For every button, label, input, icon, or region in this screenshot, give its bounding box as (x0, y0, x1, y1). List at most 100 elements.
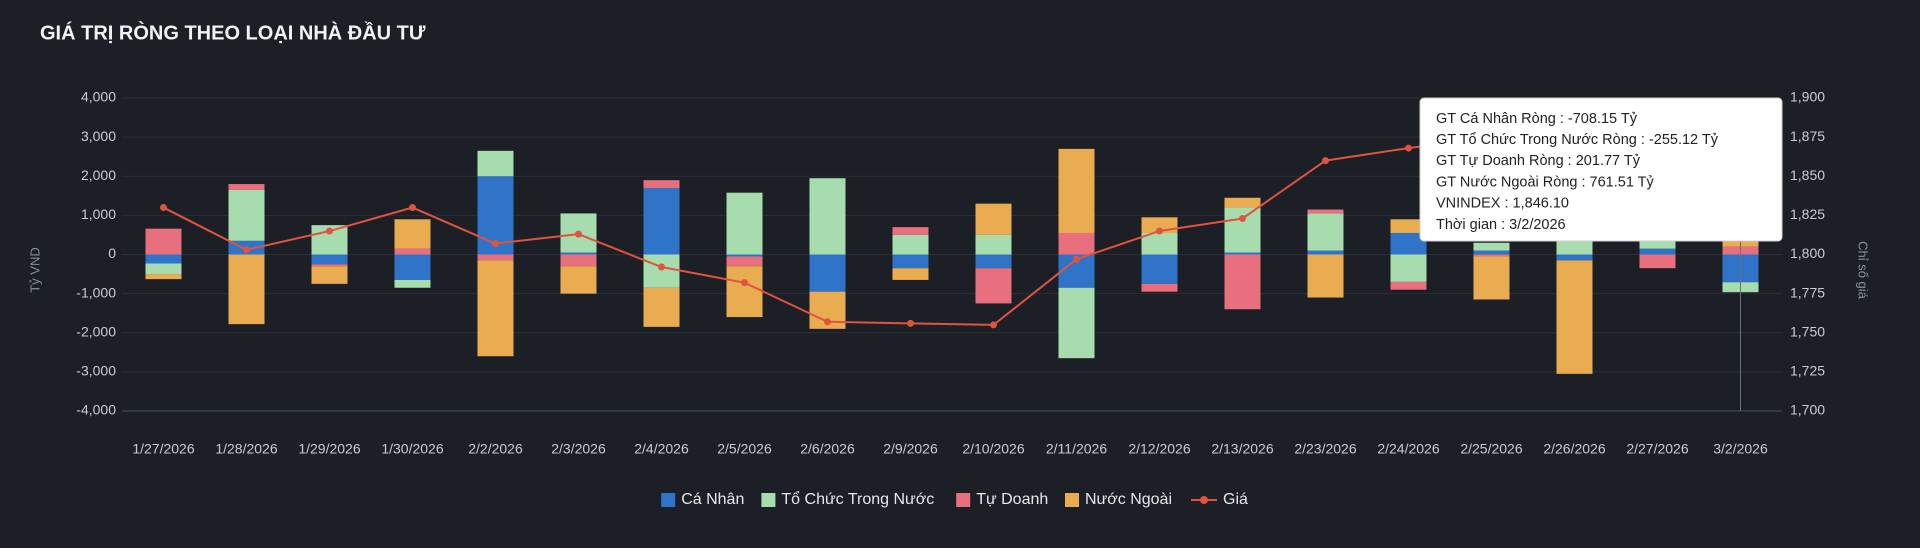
y2-tick-label: 1,800 (1790, 245, 1825, 261)
bar (1639, 248, 1676, 255)
y2-tick-label: 1,700 (1790, 402, 1825, 418)
price-point (1322, 157, 1329, 165)
price-point (658, 263, 665, 271)
bar (477, 260, 514, 357)
bar (145, 274, 182, 280)
bar (560, 252, 597, 255)
legend-swatch (956, 493, 971, 507)
bar (145, 228, 182, 255)
bar (1473, 250, 1510, 255)
bar (1224, 252, 1261, 255)
bar (726, 256, 763, 267)
price-point (326, 227, 333, 235)
legend-swatch (661, 493, 676, 507)
bar (145, 263, 182, 275)
price-point (492, 240, 499, 248)
tooltip-line: Thời gian : 3/2/2026 (1436, 217, 1566, 233)
tooltip: GT Cá Nhân Ròng : -708.15 Tỷ GT Tổ Chức T… (1419, 97, 1783, 242)
x-tick-label: 2/4/2026 (634, 441, 689, 457)
legend-swatch (1065, 493, 1079, 507)
y2-tick-label: 1,750 (1790, 323, 1825, 339)
y-tick-label: 3,000 (81, 128, 116, 144)
bar (892, 227, 929, 235)
bar (394, 254, 431, 280)
legend-swatch (761, 493, 776, 507)
bar (643, 180, 680, 188)
x-tick-label: 2/9/2026 (883, 441, 938, 457)
price-point (1405, 144, 1412, 152)
price-point (243, 246, 250, 254)
bar (809, 178, 846, 255)
x-tick-label: 1/29/2026 (298, 441, 360, 457)
bar (1224, 207, 1261, 253)
x-tick-label: 2/2/2026 (468, 441, 523, 457)
bars (145, 148, 1759, 374)
bar (311, 266, 348, 284)
bar (726, 192, 763, 255)
tooltip-line: GT Tự Doanh Ròng : 201.77 Tỷ (1436, 153, 1641, 169)
x-tick-label: 2/25/2026 (1460, 441, 1522, 457)
bar (726, 254, 763, 257)
y2-tick-label: 1,775 (1790, 284, 1825, 300)
price-point (907, 319, 914, 327)
bar (1224, 197, 1261, 208)
bar (1141, 254, 1178, 284)
y-tick-label: -1,000 (76, 284, 116, 300)
y2-tick-label: 1,875 (1790, 128, 1825, 144)
legend-label: Tổ Chức Trong Nước (781, 490, 934, 508)
bar (643, 254, 680, 288)
price-point (575, 230, 582, 238)
x-tick-label: 2/27/2026 (1626, 441, 1688, 457)
x-tick-label: 2/3/2026 (551, 441, 606, 457)
bar (1307, 209, 1344, 214)
bar (1390, 254, 1427, 282)
bar (643, 187, 680, 255)
y-tick-label: -2,000 (76, 323, 116, 339)
bar (975, 254, 1012, 269)
bar (892, 254, 929, 269)
x-tick-label: 2/6/2026 (800, 441, 855, 457)
y-tick-label: -4,000 (76, 402, 116, 418)
bar (394, 248, 431, 255)
x-tick-label: 3/2/2026 (1713, 441, 1768, 457)
y2-tick-label: 1,825 (1790, 206, 1825, 222)
y-tick-label: 0 (108, 245, 116, 261)
bar (1058, 287, 1095, 359)
bar (726, 266, 763, 318)
bar (1390, 281, 1427, 290)
price-point (1239, 215, 1246, 223)
legend-label: Nước Ngoài (1085, 491, 1172, 508)
x-tick-label: 2/5/2026 (717, 441, 772, 457)
bar (311, 254, 348, 265)
bar (1058, 148, 1095, 233)
bar (892, 234, 929, 255)
x-tick-label: 2/26/2026 (1543, 441, 1605, 457)
y-tick-label: 1,000 (81, 206, 116, 222)
bar (1307, 250, 1344, 255)
x-tick-label: 1/28/2026 (215, 441, 277, 457)
tooltip-line: VNINDEX : 1,846.10 (1436, 196, 1569, 212)
bar (643, 287, 680, 327)
x-tick-label: 2/11/2026 (1046, 441, 1107, 457)
tooltip-line: GT Nước Ngoài Ròng : 761.51 Tỷ (1436, 174, 1655, 190)
x-tick-label: 1/30/2026 (381, 441, 443, 457)
y2-tick-label: 1,850 (1790, 167, 1825, 183)
bar (560, 266, 597, 294)
legend-label: Giá (1223, 491, 1248, 508)
bar (228, 189, 265, 241)
x-tick-label: 2/13/2026 (1211, 441, 1273, 457)
bar (1058, 232, 1095, 255)
tooltip-line: GT Tổ Chức Trong Nước Ròng : -255.12 Tỷ (1436, 132, 1719, 148)
y-tick-label: 2,000 (81, 167, 116, 183)
price-point (409, 204, 416, 212)
bar (228, 254, 265, 325)
y2-axis-title: Chỉ số giá (1856, 241, 1871, 300)
bar (560, 254, 597, 267)
y-axis-title: Tỷ VND (27, 247, 42, 293)
price-point (1156, 227, 1163, 235)
bar (1141, 283, 1178, 292)
bar (394, 219, 431, 249)
bar (394, 279, 431, 288)
x-tick-label: 2/12/2026 (1128, 441, 1190, 457)
